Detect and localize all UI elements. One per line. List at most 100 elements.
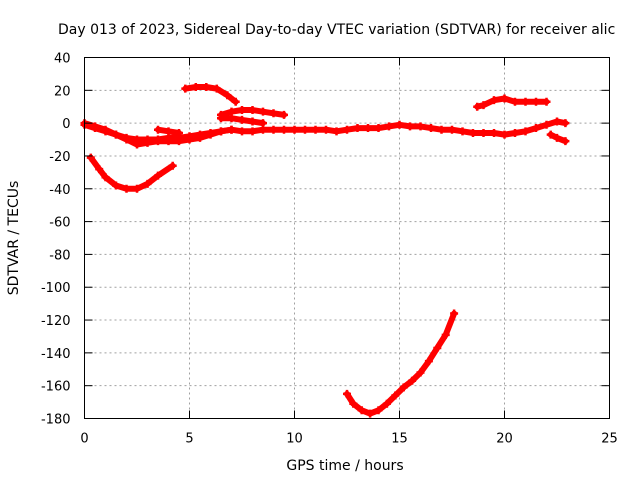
data-point xyxy=(561,137,570,146)
data-point xyxy=(391,391,400,400)
data-series xyxy=(181,83,240,106)
y-tick-label: -60 xyxy=(49,216,70,231)
data-point xyxy=(231,97,240,106)
data-point xyxy=(406,122,414,131)
data-point xyxy=(223,91,232,100)
data-point xyxy=(521,127,530,136)
data-point xyxy=(542,97,551,106)
data-point xyxy=(301,125,309,134)
plot-frame xyxy=(84,57,610,419)
y-tick-label: -100 xyxy=(41,281,71,296)
data-series xyxy=(217,114,267,128)
data-point xyxy=(248,127,257,136)
data-series xyxy=(546,130,570,146)
data-point xyxy=(269,125,278,134)
data-point xyxy=(385,122,393,131)
data-point xyxy=(332,127,341,136)
data-point xyxy=(143,179,152,188)
data-point xyxy=(269,109,278,118)
data-point xyxy=(366,409,375,418)
data-point xyxy=(561,119,570,128)
y-tick-label: 20 xyxy=(54,84,71,99)
data-point xyxy=(448,125,456,134)
data-point xyxy=(202,83,211,92)
y-tick-label: -80 xyxy=(49,248,70,263)
y-tick-label: -20 xyxy=(49,150,70,165)
data-point xyxy=(154,125,162,134)
x-tick-label: 0 xyxy=(80,432,88,447)
data-point xyxy=(450,309,459,318)
y-tick-label: -140 xyxy=(41,347,71,362)
data-point xyxy=(473,102,482,111)
data-point xyxy=(191,83,200,92)
data-point xyxy=(196,133,204,142)
data-point xyxy=(112,130,120,139)
data-point xyxy=(349,399,358,408)
data-point xyxy=(553,133,561,142)
data-point xyxy=(280,125,288,134)
data-point xyxy=(416,368,425,377)
data-point xyxy=(95,165,104,174)
y-tick-label: -40 xyxy=(49,183,70,198)
data-point xyxy=(490,128,498,137)
data-point xyxy=(259,119,267,128)
data-point xyxy=(532,97,540,106)
data-point xyxy=(433,343,442,352)
data-series-layer xyxy=(80,83,570,418)
data-point xyxy=(437,125,446,134)
data-point xyxy=(521,97,530,106)
data-point xyxy=(500,94,509,103)
data-point xyxy=(164,127,173,136)
data-point xyxy=(416,122,425,131)
data-series xyxy=(473,94,551,111)
x-tick-label: 15 xyxy=(391,432,408,447)
x-tick-label: 25 xyxy=(601,432,618,447)
series-line xyxy=(344,310,458,417)
data-point xyxy=(290,125,299,134)
chart-title: Day 013 of 2023, Sidereal Day-to-day VTE… xyxy=(58,22,615,38)
data-point xyxy=(227,114,236,123)
data-point xyxy=(490,96,498,105)
x-tick-label: 10 xyxy=(286,432,303,447)
data-point xyxy=(133,140,141,149)
data-point xyxy=(168,161,177,170)
data-point xyxy=(441,330,450,339)
data-point xyxy=(395,120,404,129)
data-series xyxy=(154,125,183,137)
data-point xyxy=(374,406,383,415)
data-point xyxy=(185,135,194,144)
data-point xyxy=(217,114,225,123)
data-point xyxy=(532,124,540,133)
data-point xyxy=(212,84,221,93)
data-point xyxy=(175,137,183,146)
data-point xyxy=(122,184,131,193)
x-tick-label: 5 xyxy=(185,432,193,447)
data-point xyxy=(382,399,391,408)
data-point xyxy=(86,153,95,162)
data-point xyxy=(238,106,246,115)
data-point xyxy=(181,84,190,93)
y-axis-label: SDTVAR / TECUs xyxy=(6,181,22,296)
data-point xyxy=(322,125,330,134)
data-point xyxy=(101,173,110,182)
data-point xyxy=(511,128,519,137)
data-point xyxy=(206,130,215,139)
data-point xyxy=(511,97,519,106)
data-point xyxy=(248,117,257,126)
data-point xyxy=(217,127,225,136)
y-tick-label: 0 xyxy=(62,117,70,132)
data-point xyxy=(175,128,183,137)
data-point xyxy=(154,137,162,146)
data-point xyxy=(399,383,408,392)
data-point xyxy=(500,130,509,139)
data-point xyxy=(479,128,488,137)
y-tick-label: -160 xyxy=(41,380,71,395)
data-point xyxy=(259,107,267,116)
y-tick-labels: 40 20 0 -20 -40 -60 -80 -100 -120 -140 -160 -180 xyxy=(41,52,71,428)
data-point xyxy=(458,127,467,136)
data-point xyxy=(364,124,372,133)
gridlines xyxy=(84,57,610,419)
data-point xyxy=(238,127,246,136)
data-series xyxy=(86,153,177,193)
